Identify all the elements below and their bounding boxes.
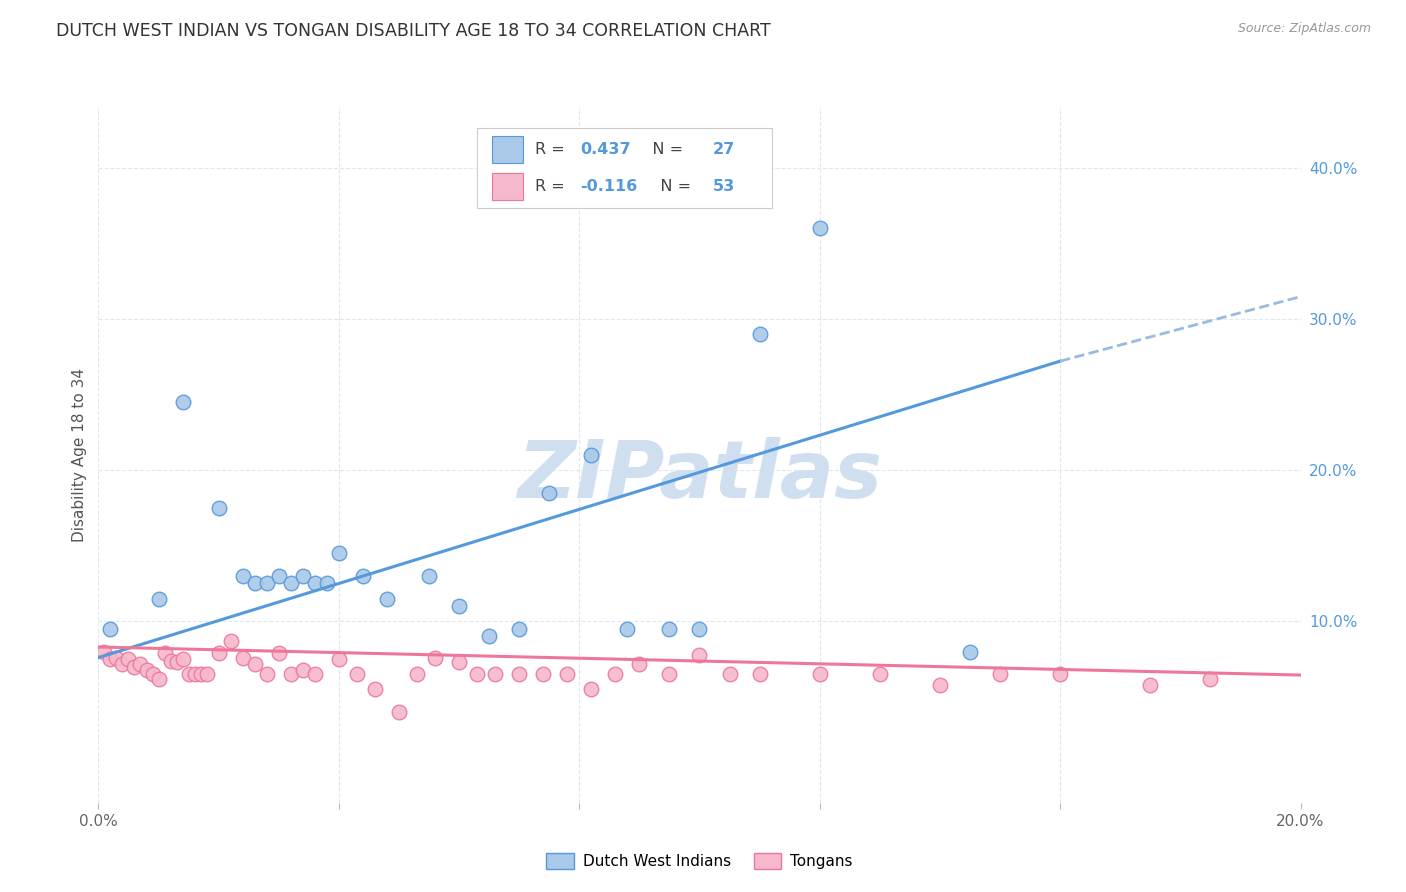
Point <box>1049 667 1071 681</box>
Point <box>988 667 1011 681</box>
Point <box>808 221 831 235</box>
FancyBboxPatch shape <box>477 128 772 208</box>
Point <box>581 448 603 462</box>
Point <box>658 667 681 681</box>
Text: 0.437: 0.437 <box>581 142 631 157</box>
Point <box>100 652 122 666</box>
Point <box>172 652 194 666</box>
Point <box>267 569 290 583</box>
Point <box>111 657 134 671</box>
Point <box>406 667 429 681</box>
Point <box>538 485 561 500</box>
Point <box>172 395 194 409</box>
Point <box>616 622 638 636</box>
Point <box>315 576 337 591</box>
Point <box>418 569 440 583</box>
Point <box>153 646 176 660</box>
Point <box>447 655 470 669</box>
Point <box>1139 678 1161 692</box>
Point <box>555 667 578 681</box>
Point <box>93 644 115 658</box>
Point <box>280 667 302 681</box>
Point <box>869 667 891 681</box>
Point <box>219 634 242 648</box>
Point <box>447 599 470 614</box>
Point <box>531 667 554 681</box>
Point <box>117 652 139 666</box>
Point <box>718 667 741 681</box>
Y-axis label: Disability Age 18 to 34: Disability Age 18 to 34 <box>72 368 87 542</box>
Point <box>465 667 488 681</box>
Point <box>689 622 711 636</box>
Point <box>484 667 506 681</box>
Text: 53: 53 <box>713 178 735 194</box>
Point <box>195 667 218 681</box>
Point <box>581 682 603 697</box>
Point <box>304 576 326 591</box>
Point <box>375 591 398 606</box>
Legend: Dutch West Indians, Tongans: Dutch West Indians, Tongans <box>540 847 859 875</box>
Point <box>267 646 290 660</box>
Point <box>364 682 387 697</box>
Point <box>183 667 205 681</box>
Point <box>243 657 266 671</box>
Point <box>100 622 122 636</box>
Point <box>508 622 530 636</box>
Text: R =: R = <box>534 178 569 194</box>
Point <box>508 667 530 681</box>
Text: Source: ZipAtlas.com: Source: ZipAtlas.com <box>1237 22 1371 36</box>
Text: -0.116: -0.116 <box>581 178 638 194</box>
Point <box>190 667 212 681</box>
Point <box>177 667 200 681</box>
Point <box>159 654 181 668</box>
Point <box>1199 672 1222 686</box>
Point <box>423 650 446 665</box>
Point <box>328 652 350 666</box>
Text: N =: N = <box>637 142 688 157</box>
Point <box>352 569 374 583</box>
Point <box>232 650 254 665</box>
Text: ZIPatlas: ZIPatlas <box>517 437 882 515</box>
Point <box>135 663 157 677</box>
Text: 27: 27 <box>713 142 735 157</box>
Point <box>959 644 981 658</box>
Point <box>280 576 302 591</box>
Point <box>929 678 952 692</box>
Point <box>748 326 770 341</box>
Point <box>291 569 314 583</box>
Point <box>105 650 128 665</box>
Point <box>148 672 170 686</box>
FancyBboxPatch shape <box>492 136 523 162</box>
Point <box>388 705 411 719</box>
Point <box>628 657 651 671</box>
Point <box>304 667 326 681</box>
Point <box>243 576 266 591</box>
Point <box>689 648 711 662</box>
Point <box>658 622 681 636</box>
Point <box>208 500 231 515</box>
Point <box>148 591 170 606</box>
Point <box>291 663 314 677</box>
Point <box>808 667 831 681</box>
Text: R =: R = <box>534 142 569 157</box>
Point <box>232 569 254 583</box>
FancyBboxPatch shape <box>492 173 523 200</box>
Point <box>141 667 163 681</box>
Text: DUTCH WEST INDIAN VS TONGAN DISABILITY AGE 18 TO 34 CORRELATION CHART: DUTCH WEST INDIAN VS TONGAN DISABILITY A… <box>56 22 770 40</box>
Point <box>478 629 501 643</box>
Point <box>166 655 188 669</box>
Point <box>129 657 152 671</box>
Point <box>605 667 627 681</box>
Text: N =: N = <box>645 178 696 194</box>
Point <box>256 667 278 681</box>
Point <box>208 646 231 660</box>
Point <box>748 667 770 681</box>
Point <box>346 667 368 681</box>
Point <box>328 546 350 560</box>
Point <box>124 659 146 673</box>
Point <box>256 576 278 591</box>
